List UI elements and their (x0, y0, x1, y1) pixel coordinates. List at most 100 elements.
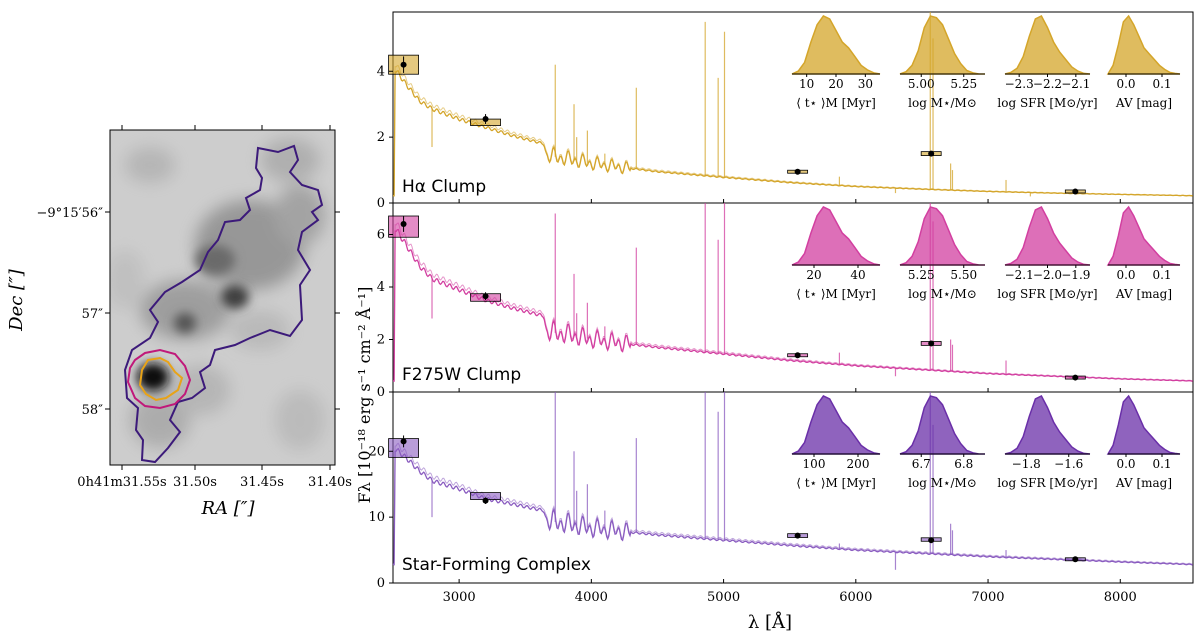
dec-tick-2: 58″ (82, 403, 104, 418)
posterior-xlabel: log SFR [M⊙/yr] (997, 287, 1097, 301)
posterior-distribution (1004, 15, 1091, 75)
posterior-tick-label: 5.25 (908, 268, 935, 282)
contour-halpha-clump (138, 356, 184, 402)
y-tick-label: 2 (377, 130, 385, 145)
posterior-tick-label: −1.8 (1012, 457, 1041, 471)
panel-halpha-label: Hα Clump (402, 177, 486, 197)
posterior-tick-label: 0.0 (1116, 268, 1135, 282)
posterior-xlabel: log SFR [M⊙/yr] (997, 96, 1097, 110)
observed-photometry-point (400, 438, 407, 445)
posterior-xlabel: AV [mag] (1115, 476, 1172, 490)
posterior-tick-label: −2.0 (1033, 268, 1062, 282)
posterior-tick-label: 20 (828, 77, 843, 91)
observed-photometry-point (794, 168, 801, 175)
posterior-distribution (791, 206, 881, 266)
posterior-tick-label: −2.1 (1005, 268, 1034, 282)
observed-photometry-point (928, 150, 935, 157)
posterior-xlabel: AV [mag] (1115, 96, 1172, 110)
posterior-tick-label: 0.1 (1152, 77, 1171, 91)
posterior-distribution (1106, 394, 1181, 455)
ra-axis-label: RA [″] (200, 498, 255, 519)
x-tick-label: 3000 (443, 590, 476, 605)
panel-frame (392, 391, 1194, 584)
observed-photometry-point (1072, 188, 1079, 195)
panel-f275w-label: F275W Clump (402, 365, 521, 385)
observed-photometry-point (400, 61, 407, 68)
image-frame (109, 129, 336, 466)
y-tick-label: 20 (368, 444, 385, 459)
y-tick-label: 2 (377, 333, 385, 348)
posterior-distribution (1004, 395, 1091, 455)
dec-tick-1: 57″ (82, 307, 104, 322)
posterior-xlabel: ⟨ t⋆ ⟩M [Myr] (796, 476, 876, 490)
y-tick-label: 0 (377, 576, 385, 591)
flux-axis-label: Fλ [10⁻¹⁸ erg s⁻¹ cm⁻² Å⁻¹] (354, 287, 374, 504)
posterior-tick-label: 30 (858, 77, 873, 91)
posterior-xlabel: log M⋆/M⊙ (908, 287, 977, 301)
posterior-distribution (1004, 206, 1091, 266)
posterior-tick-label: 0.0 (1116, 77, 1135, 91)
posterior-tick-label: 6.7 (912, 457, 931, 471)
observed-photometry-point (794, 352, 801, 359)
posterior-xlabel: log SFR [M⊙/yr] (997, 476, 1097, 490)
observed-photometry-point (482, 116, 489, 123)
observed-photometry-point (928, 537, 935, 544)
observed-photometry-point (928, 340, 935, 347)
x-tick-label: 5000 (707, 590, 740, 605)
dec-tick-0: −9°15′56″ (36, 206, 103, 221)
panel-complex: Star-Forming Complex 0 10 20 3000 4000 5000 60… (368, 391, 1194, 605)
posterior-tick-label: 100 (803, 457, 826, 471)
posterior-tick-label: 0.1 (1152, 268, 1171, 282)
posterior-tick-label: −2.3 (1005, 77, 1034, 91)
posterior-xlabel: log M⋆/M⊙ (908, 476, 977, 490)
y-tick-label: 4 (377, 280, 385, 295)
x-tick-label: 6000 (839, 590, 872, 605)
spectrum-envelope (392, 442, 1193, 565)
panel-halpha: Hα Clump 0 2 4 10 20 30 ⟨ t⋆ ⟩M [Myr] 5.00 5.25 l… (377, 11, 1194, 211)
posterior-tick-label: 0.1 (1152, 457, 1171, 471)
y-tick-label: 4 (377, 64, 385, 79)
posterior-distribution (899, 15, 985, 75)
ra-tick-2: 31.45s (240, 475, 284, 490)
observed-photometry-point (1072, 374, 1079, 381)
posterior-tick-label: 20 (806, 268, 821, 282)
posterior-distribution (899, 395, 985, 455)
posterior-tick-label: −1.6 (1054, 457, 1083, 471)
y-tick-label: 10 (368, 510, 385, 525)
x-tick-label: 4000 (575, 590, 608, 605)
posterior-tick-label: −2.2 (1033, 77, 1062, 91)
observed-photometry-point (482, 293, 489, 300)
observed-photometry-point (794, 532, 801, 539)
image-panel: 0h41m31.55s 31.50s 31.45s 31.40s −9°15′5… (6, 125, 352, 519)
x-tick-label: 7000 (971, 590, 1004, 605)
x-tick-label: 8000 (1104, 590, 1137, 605)
wavelength-axis-label: λ [Å] (748, 611, 792, 633)
observed-photometry-point (1072, 556, 1079, 563)
y-tick-label: 6 (377, 228, 385, 243)
posterior-tick-label: 5.50 (950, 268, 977, 282)
panel-f275w: F275W Clump 0 2 4 6 20 40 ⟨ t⋆ ⟩M [Myr] 5.25 5.5… (377, 202, 1194, 400)
posterior-distribution (791, 395, 881, 455)
image-ticks (105, 125, 340, 470)
posterior-xlabel: AV [mag] (1115, 287, 1172, 301)
posterior-tick-label: −1.9 (1061, 268, 1090, 282)
contour-star-forming-complex (123, 144, 324, 464)
posterior-tick-label: 6.8 (954, 457, 973, 471)
ra-tick-1: 31.50s (173, 475, 217, 490)
spectrum-line (392, 228, 1193, 382)
posterior-distribution (791, 15, 881, 75)
posterior-distribution (1106, 205, 1181, 266)
posterior-tick-label: 0.0 (1116, 457, 1135, 471)
posterior-tick-label: 40 (850, 268, 865, 282)
posterior-tick-label: 5.00 (908, 77, 935, 91)
posterior-tick-label: 200 (847, 457, 870, 471)
panel-complex-label: Star-Forming Complex (402, 555, 591, 575)
spectrum-envelope (392, 222, 1193, 382)
posterior-xlabel: log M⋆/M⊙ (908, 96, 977, 110)
greyscale-image (110, 130, 335, 465)
observed-photometry-point (400, 221, 407, 227)
y-tick-label: 0 (377, 385, 385, 400)
spectrum-line (392, 447, 1193, 566)
posterior-tick-label: −2.1 (1061, 77, 1090, 91)
